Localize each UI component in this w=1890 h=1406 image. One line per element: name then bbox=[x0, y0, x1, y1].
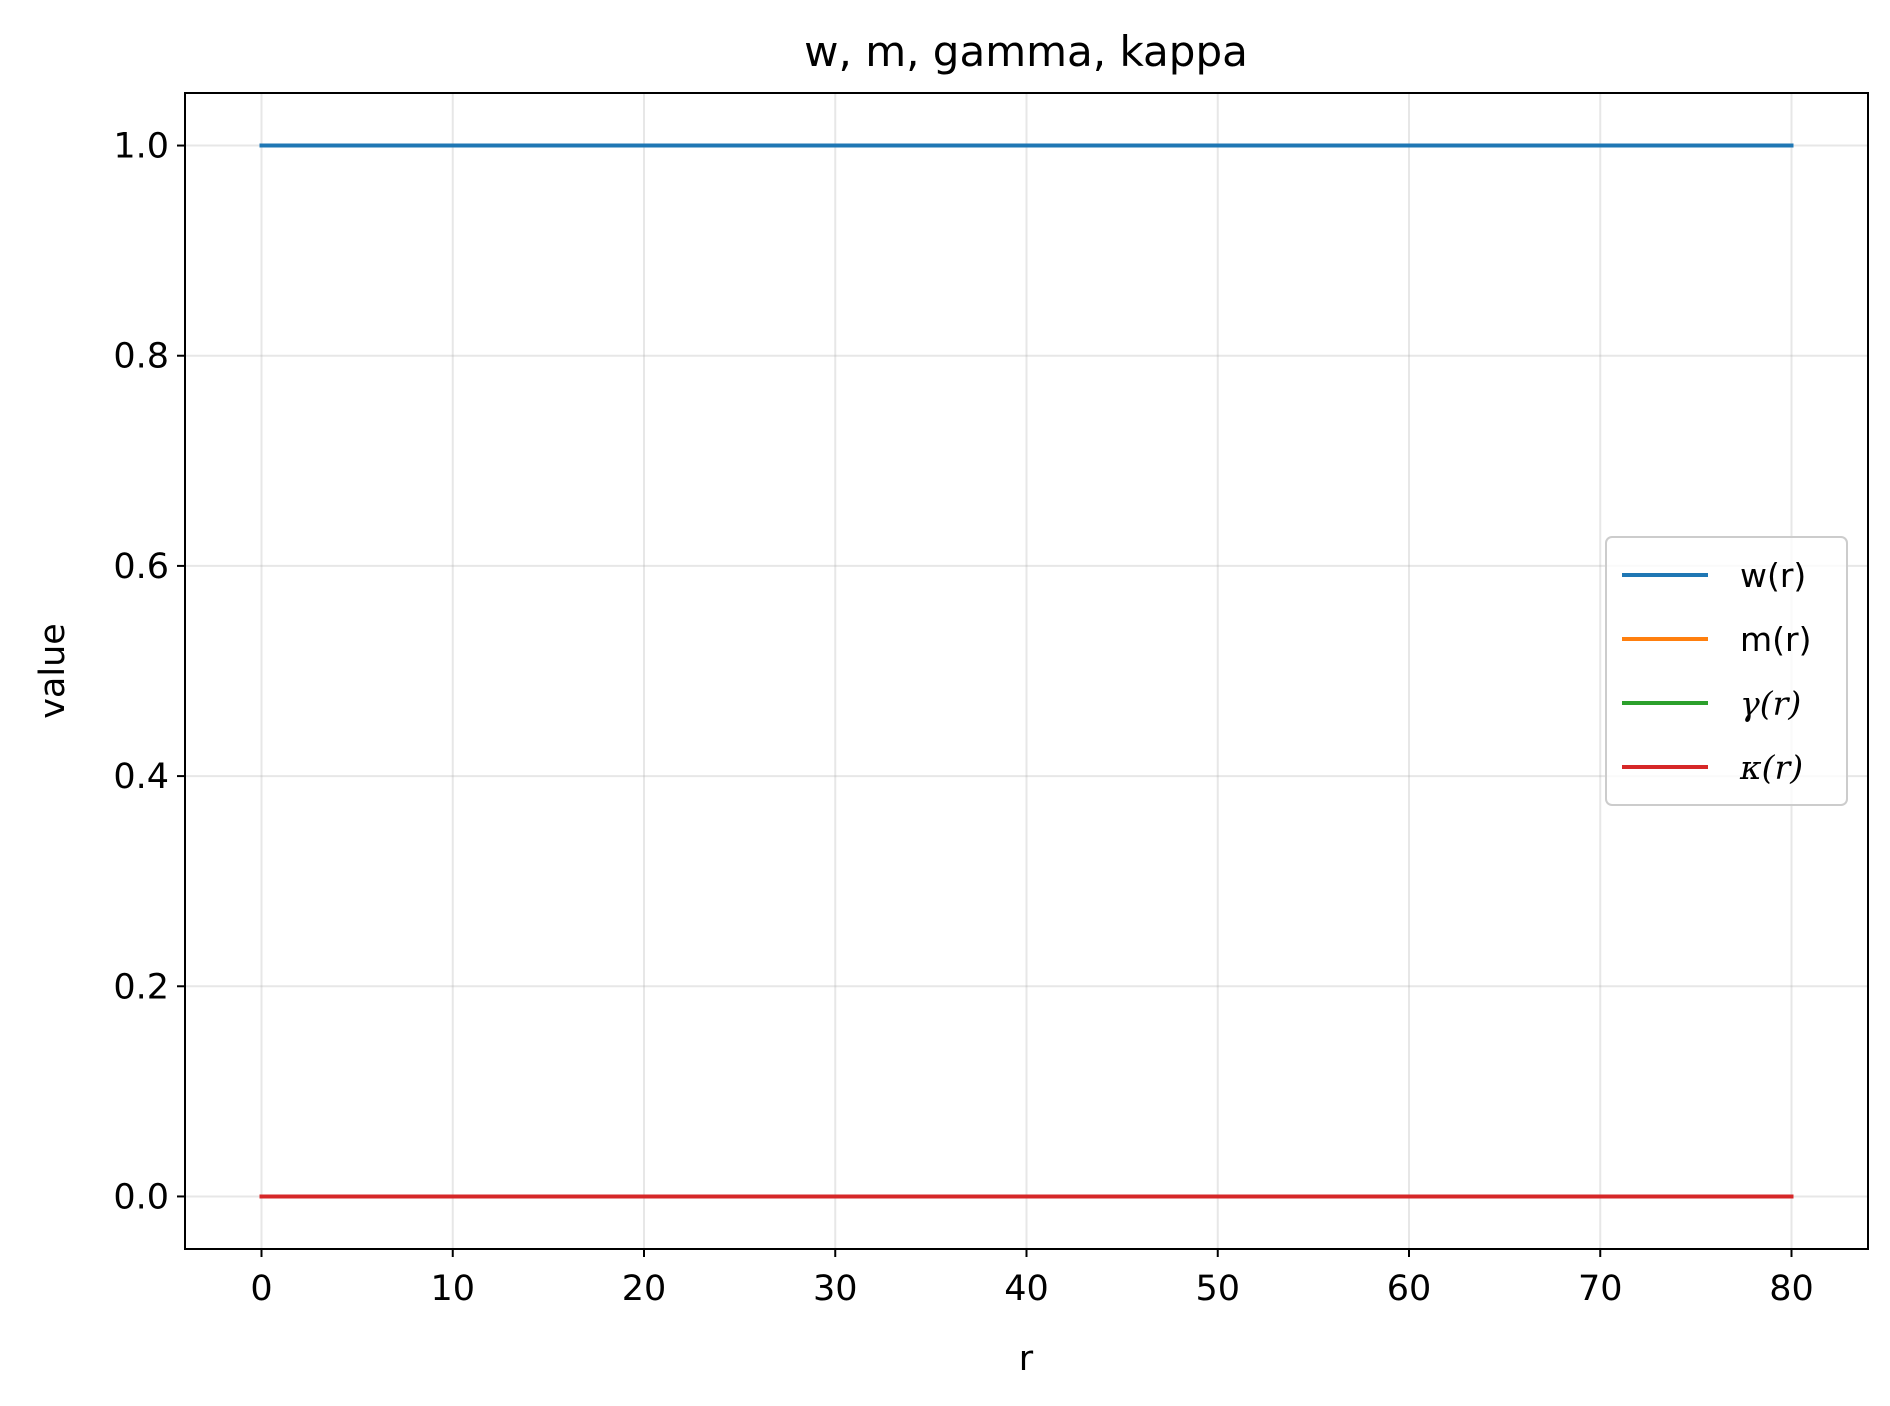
legend-label-1: m(r) bbox=[1740, 620, 1811, 659]
series-lines bbox=[259, 143, 1794, 1199]
y-axis-label: value bbox=[33, 623, 73, 719]
axis-ticks: 0 10 20 30 40 50 60 70 80 0.0 0.2 0.4 0.6 0.8 1.0 bbox=[113, 127, 1813, 1309]
chart-title: w, m, gamma, kappa bbox=[804, 27, 1248, 76]
y-tick-label: 0.8 bbox=[113, 337, 169, 377]
x-axis-label: r bbox=[1019, 1339, 1034, 1379]
y-tick-label: 0.4 bbox=[113, 757, 169, 797]
x-tick-label: 10 bbox=[430, 1269, 475, 1309]
legend-label-3: κ(r) bbox=[1739, 748, 1803, 787]
y-tick-label: 0.2 bbox=[113, 967, 169, 1007]
x-tick-label: 0 bbox=[250, 1269, 272, 1309]
x-tick-label: 50 bbox=[1195, 1269, 1240, 1309]
x-tick-label: 30 bbox=[813, 1269, 858, 1309]
x-tick-label: 70 bbox=[1578, 1269, 1623, 1309]
x-tick-label: 60 bbox=[1387, 1269, 1432, 1309]
x-tick-label: 40 bbox=[1004, 1269, 1049, 1309]
y-tick-label: 1.0 bbox=[113, 127, 169, 167]
legend-label-0: w(r) bbox=[1740, 556, 1806, 595]
legend: w(r) m(r) γ(r) κ(r) bbox=[1605, 536, 1848, 806]
legend-box bbox=[1605, 536, 1848, 806]
y-tick-label: 0.0 bbox=[113, 1177, 169, 1217]
y-tick-label: 0.6 bbox=[113, 547, 169, 587]
x-tick-label: 80 bbox=[1769, 1269, 1814, 1309]
x-tick-label: 20 bbox=[622, 1269, 667, 1309]
legend-label-2: γ(r) bbox=[1740, 684, 1801, 723]
